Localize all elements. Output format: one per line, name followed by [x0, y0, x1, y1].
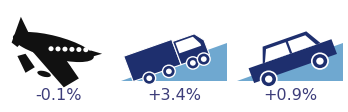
- Circle shape: [197, 53, 210, 65]
- Circle shape: [261, 71, 277, 87]
- Polygon shape: [121, 43, 227, 81]
- Ellipse shape: [13, 32, 94, 62]
- Text: +3.4%: +3.4%: [147, 88, 201, 103]
- Circle shape: [316, 58, 324, 65]
- Circle shape: [147, 75, 152, 81]
- Polygon shape: [263, 31, 321, 63]
- Polygon shape: [237, 43, 343, 81]
- Polygon shape: [17, 54, 35, 73]
- Circle shape: [48, 46, 54, 51]
- Circle shape: [76, 47, 81, 52]
- Polygon shape: [265, 42, 290, 63]
- Circle shape: [265, 75, 272, 83]
- Polygon shape: [124, 39, 181, 82]
- Polygon shape: [173, 34, 209, 65]
- Text: +0.9%: +0.9%: [263, 88, 317, 103]
- Ellipse shape: [50, 60, 70, 70]
- Circle shape: [69, 47, 74, 52]
- Circle shape: [166, 69, 172, 74]
- Circle shape: [83, 47, 88, 52]
- Circle shape: [62, 47, 68, 52]
- Circle shape: [190, 60, 196, 66]
- Circle shape: [312, 53, 328, 69]
- Polygon shape: [175, 37, 201, 53]
- Polygon shape: [87, 50, 102, 58]
- Polygon shape: [32, 52, 79, 87]
- Circle shape: [143, 72, 156, 84]
- Circle shape: [163, 65, 175, 78]
- Circle shape: [187, 57, 199, 69]
- Polygon shape: [288, 35, 316, 53]
- Polygon shape: [248, 39, 337, 83]
- Circle shape: [55, 46, 61, 51]
- Text: -0.1%: -0.1%: [35, 88, 81, 103]
- Polygon shape: [11, 17, 29, 47]
- Circle shape: [201, 56, 207, 62]
- Ellipse shape: [37, 71, 51, 77]
